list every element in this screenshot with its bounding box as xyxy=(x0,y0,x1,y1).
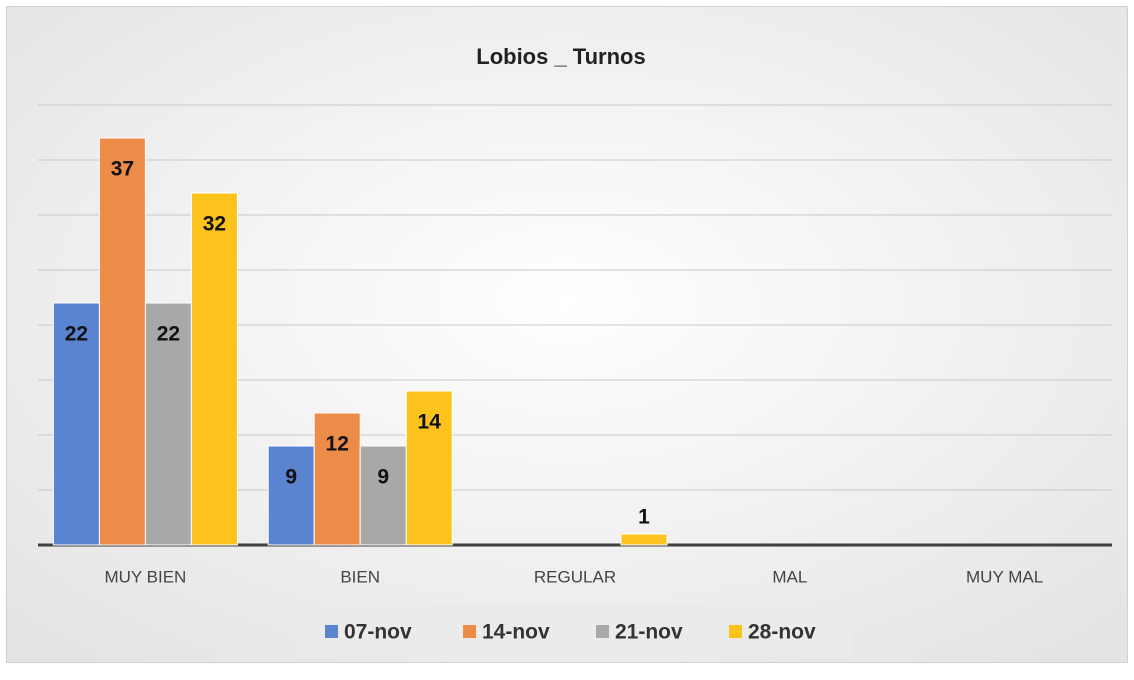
data-label: 14 xyxy=(418,411,442,434)
bar xyxy=(405,390,453,546)
legend-swatch xyxy=(596,625,609,638)
data-label: 9 xyxy=(377,466,389,489)
legend-label: 21-nov xyxy=(615,621,683,644)
data-label: 32 xyxy=(203,213,226,236)
legend-label: 07-nov xyxy=(344,621,412,644)
chart-title: Lobios _ Turnos xyxy=(476,44,645,69)
bar xyxy=(144,302,192,546)
bar xyxy=(98,137,146,546)
x-tick-label: BIEN xyxy=(340,567,380,586)
bar xyxy=(313,412,361,546)
data-label: 9 xyxy=(285,466,297,489)
legend-box xyxy=(295,605,853,658)
legend-label: 28-nov xyxy=(748,621,816,644)
legend-swatch xyxy=(325,625,338,638)
data-label: 37 xyxy=(111,158,134,181)
bar xyxy=(359,445,407,546)
legend-swatch xyxy=(729,625,742,638)
data-label: 22 xyxy=(157,323,180,346)
x-tick-label: MAL xyxy=(772,567,807,586)
data-label: 1 xyxy=(638,506,650,529)
bar xyxy=(620,533,668,546)
legend-swatch xyxy=(463,625,476,638)
x-tick-label: MUY MAL xyxy=(966,567,1043,586)
data-label: 22 xyxy=(65,323,88,346)
bar xyxy=(190,192,238,546)
bar xyxy=(52,302,100,546)
bar xyxy=(267,445,315,546)
legend-label: 14-nov xyxy=(482,621,550,644)
data-label: 12 xyxy=(326,433,349,456)
x-tick-label: MUY BIEN xyxy=(104,567,186,586)
x-tick-label: REGULAR xyxy=(534,567,616,586)
